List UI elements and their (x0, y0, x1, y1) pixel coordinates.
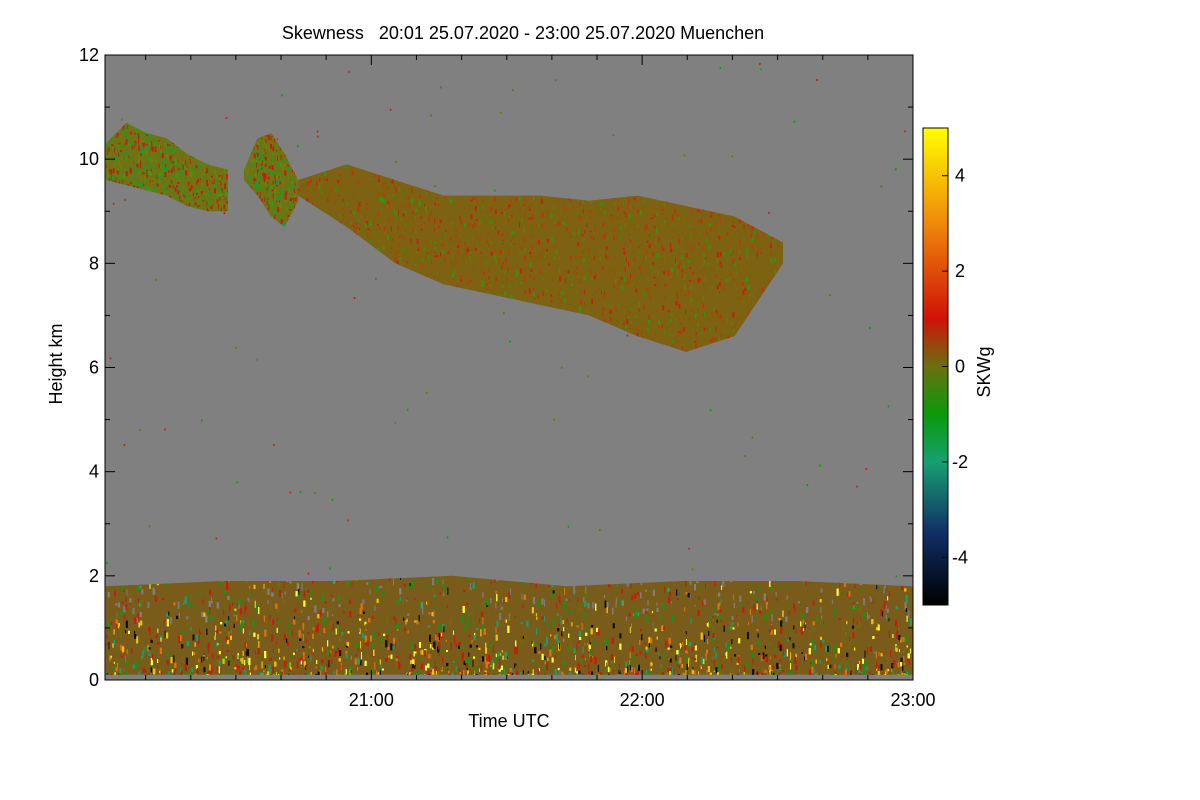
colorbar-tick-label: 2 (955, 261, 965, 281)
y-tick-label: 12 (79, 45, 99, 65)
y-tick-label: 6 (89, 358, 99, 378)
colorbar-label: SKWg (974, 346, 994, 397)
y-tick-label: 4 (89, 462, 99, 482)
region-fill (298, 164, 783, 352)
x-tick-label: 21:00 (349, 690, 394, 710)
y-axis-label: Height km (46, 323, 66, 404)
region-boundary-layer (105, 575, 913, 675)
x-tick-label: 23:00 (890, 690, 935, 710)
colorbar-tick-label: 0 (955, 357, 965, 377)
plot-background (105, 55, 913, 680)
axes: 0 2 4 6 8 10 12 21:00 22:00 23:00 (79, 45, 936, 710)
y-tick-label: 10 (79, 149, 99, 169)
colorbar-tick-label: -2 (952, 452, 968, 472)
colorbar-tick-label: 4 (955, 166, 965, 186)
colorbar-tick-label: -4 (952, 547, 968, 567)
y-tick-label: 2 (89, 566, 99, 586)
y-tick-label: 0 (89, 670, 99, 690)
noise-pixels (106, 63, 906, 578)
x-axis-label: Time UTC (468, 711, 549, 731)
colorbar-ticks: 4 2 0 -2 -4 (942, 166, 968, 567)
chart-title: Skewness 20:01 25.07.2020 - 23:00 25.07.… (282, 23, 764, 43)
region-fill (105, 575, 913, 675)
y-tick-label: 8 (89, 253, 99, 273)
x-tick-label: 22:00 (620, 690, 665, 710)
